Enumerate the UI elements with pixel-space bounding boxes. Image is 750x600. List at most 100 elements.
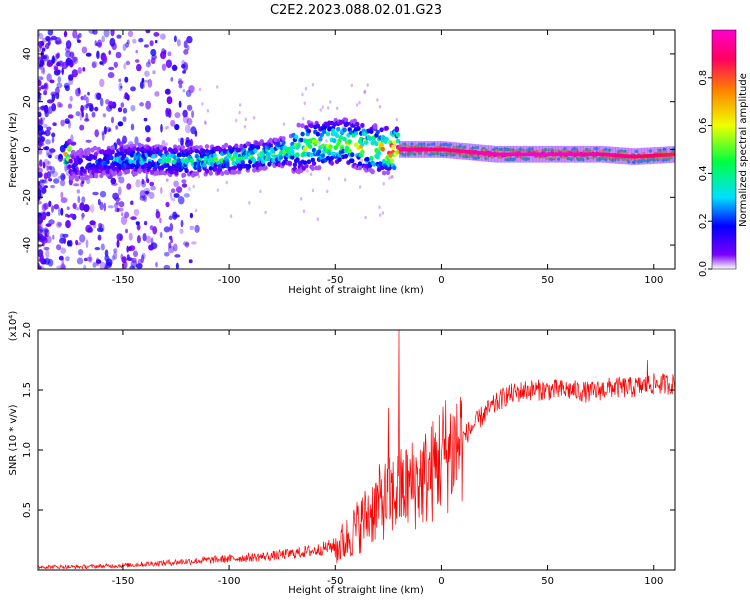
heatmap-cell	[67, 145, 72, 151]
heatmap-cell	[299, 137, 304, 143]
heatmap-cell	[616, 157, 621, 161]
heatmap-cell	[118, 82, 123, 92]
heatmap-cell	[110, 30, 115, 37]
colorbar-gradient	[712, 30, 736, 269]
heatmap-cell	[155, 208, 159, 214]
heatmap-cell	[175, 262, 179, 269]
heatmap-cell	[38, 30, 41, 36]
snr-y-ticks: 0.5 1.0 1.5 2.0	[22, 322, 675, 518]
heatmap-cell	[45, 249, 50, 259]
heatmap-cell	[44, 109, 49, 118]
snr-series-line	[38, 330, 675, 570]
heatmap-cell	[53, 66, 59, 71]
heatmap-cell	[327, 150, 332, 156]
heatmap-cell	[188, 259, 193, 264]
heatmap-cell	[309, 123, 314, 129]
heatmap-cell	[67, 103, 73, 109]
heatmap-cell	[127, 30, 134, 37]
heatmap-cell	[162, 146, 168, 152]
heatmap-cell	[94, 247, 101, 251]
heatmap-cell	[326, 189, 329, 194]
x-tick-label: 0	[438, 275, 444, 286]
heatmap-cell	[122, 261, 128, 269]
heatmap-cell	[133, 208, 140, 216]
heatmap-cell	[541, 152, 544, 157]
heatmap-cell	[69, 51, 74, 58]
heatmap-cell	[38, 62, 42, 70]
heatmap-cell	[295, 157, 300, 163]
heatmap-cell	[118, 171, 123, 177]
heatmap-cell	[119, 146, 124, 152]
heatmap-cell	[38, 48, 42, 53]
heatmap-cell	[303, 101, 306, 106]
heatmap-cell	[118, 176, 125, 184]
heatmap-cell	[118, 186, 122, 196]
heatmap-cell	[329, 155, 335, 161]
heatmap-cell	[38, 33, 44, 40]
heatmap-cell	[537, 152, 540, 157]
heatmap-cell	[357, 165, 363, 171]
heatmap-cell	[125, 169, 131, 175]
heatmap-cell	[345, 121, 350, 127]
heatmap-cell	[43, 185, 49, 189]
heatmap-cell	[185, 124, 191, 134]
heatmap-cell	[46, 211, 51, 217]
colorbar-frame	[711, 29, 737, 270]
heatmap-cell	[88, 30, 95, 34]
heatmap-cell	[180, 219, 184, 228]
heatmap-cell	[60, 173, 66, 181]
heatmap-cell	[216, 85, 219, 89]
heatmap-cell	[143, 117, 148, 122]
heatmap-cell	[526, 152, 529, 157]
heatmap-cell	[130, 104, 136, 112]
heatmap-cell	[246, 164, 252, 169]
heatmap-cell	[40, 76, 44, 81]
heatmap-cell	[232, 165, 238, 171]
heatmap-cell	[149, 40, 154, 47]
heatmap-cell	[371, 161, 377, 167]
heatmap-cell	[178, 83, 183, 89]
heatmap-cell	[76, 257, 84, 265]
heatmap-cell	[418, 147, 421, 152]
heatmap-cell	[57, 101, 62, 108]
heatmap-cell	[168, 235, 173, 240]
heatmap-cell	[79, 112, 83, 121]
heatmap-cell	[38, 56, 42, 64]
heatmap-cell	[122, 153, 127, 159]
heatmap-cell	[666, 153, 669, 157]
heatmap-cell	[38, 124, 43, 132]
heatmap-cell	[102, 55, 108, 64]
heatmap-cell	[46, 152, 53, 156]
heatmap-cell	[332, 138, 337, 144]
y-tick-label: 2.0	[22, 322, 33, 338]
heatmap-cell	[649, 153, 652, 158]
heatmap-cell	[172, 198, 176, 202]
heatmap-cell	[59, 179, 66, 187]
heatmap-cell	[621, 157, 626, 162]
heatmap-cell	[334, 133, 340, 139]
heatmap-cell	[267, 161, 272, 167]
heatmap-cell	[41, 203, 47, 212]
heatmap-cell	[100, 243, 105, 251]
heatmap-cell	[395, 132, 401, 138]
heatmap-cell	[73, 183, 80, 187]
heatmap-cell	[209, 161, 215, 167]
heatmap-cell	[160, 186, 163, 195]
heatmap-cell	[126, 39, 130, 45]
heatmap-cell	[144, 70, 150, 77]
heatmap-cell	[69, 95, 73, 102]
heatmap-cell	[546, 155, 551, 160]
heatmap-cell	[308, 144, 313, 149]
heatmap-cell	[182, 89, 186, 93]
heatmap-cell	[189, 212, 193, 219]
heatmap-cell	[458, 149, 461, 153]
spectrogram-x-ticks: -150 -100 -50 0 50 100	[112, 30, 663, 286]
heatmap-cell	[626, 154, 629, 158]
heatmap-cell	[342, 136, 347, 142]
heatmap-cell	[150, 48, 157, 57]
heatmap-cell	[369, 129, 374, 135]
heatmap-cell	[99, 190, 107, 198]
heatmap-cell	[418, 152, 422, 156]
heatmap-cell	[475, 150, 478, 155]
